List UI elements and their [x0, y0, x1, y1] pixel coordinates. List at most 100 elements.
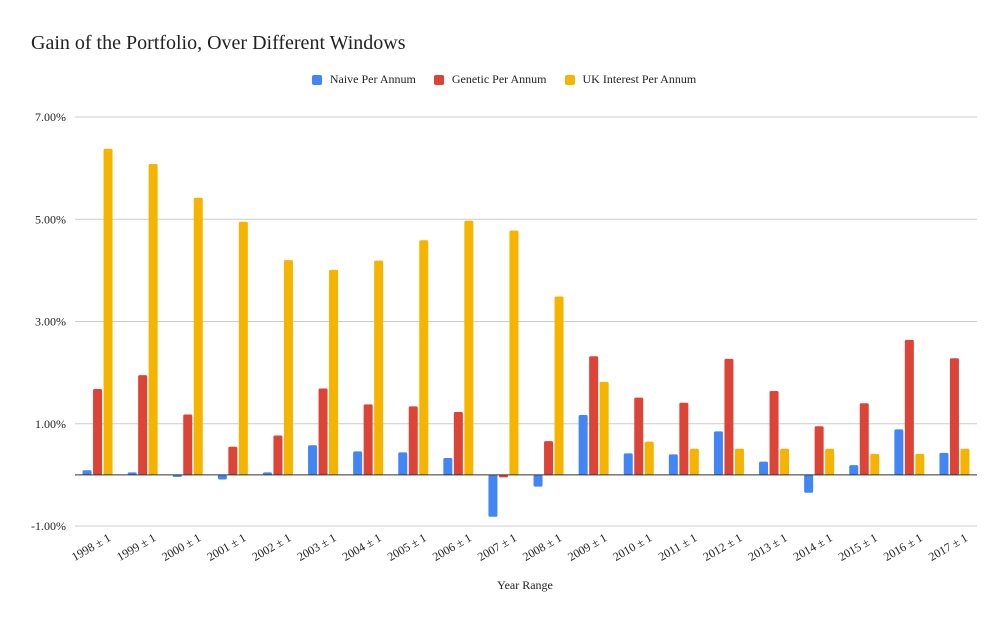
- bar-naive-per-annum[interactable]: [217, 474, 227, 480]
- bar-genetic-per-annum[interactable]: [273, 435, 283, 475]
- bar-genetic-per-annum[interactable]: [183, 414, 193, 475]
- legend-label-uk-interest: UK Interest Per Annum: [582, 72, 697, 86]
- legend-swatch-naive: [311, 74, 322, 85]
- bar-genetic-per-annum[interactable]: [724, 358, 734, 475]
- bar-genetic-per-annum[interactable]: [363, 404, 373, 475]
- bar-uk-interest-per-annum[interactable]: [509, 230, 519, 475]
- legend-label-naive: Naive Per Annum: [329, 72, 416, 86]
- gridlines: [75, 116, 977, 527]
- x-tick-label: 2014 ± 1: [791, 530, 835, 563]
- x-tick-label: 2010 ± 1: [610, 530, 654, 563]
- bar-uk-interest-per-annum[interactable]: [419, 240, 429, 475]
- bar-naive-per-annum[interactable]: [308, 445, 318, 475]
- bar-naive-per-annum[interactable]: [759, 461, 769, 475]
- bar-naive-per-annum[interactable]: [533, 474, 543, 487]
- bar-naive-per-annum[interactable]: [849, 465, 859, 475]
- y-tick-label: 5.00%: [35, 212, 66, 226]
- legend-label-genetic: Genetic Per Annum: [451, 72, 547, 86]
- bar-naive-per-annum[interactable]: [262, 472, 272, 475]
- chart-title: Gain of the Portfolio, Over Different Wi…: [31, 32, 406, 54]
- bar-genetic-per-annum[interactable]: [498, 474, 508, 478]
- x-tick-label: 2009 ± 1: [565, 530, 609, 563]
- bar-genetic-per-annum[interactable]: [228, 446, 238, 475]
- y-tick-label: 1.00%: [35, 417, 66, 431]
- bar-naive-per-annum[interactable]: [939, 452, 949, 475]
- x-tick-label: 2011 ± 1: [656, 530, 699, 563]
- bar-naive-per-annum[interactable]: [443, 458, 453, 475]
- x-tick-label: 2007 ± 1: [475, 530, 519, 563]
- x-tick-label: 2008 ± 1: [520, 530, 564, 563]
- x-tick-label: 2017 ± 1: [926, 530, 970, 563]
- bar-uk-interest-per-annum[interactable]: [103, 148, 113, 475]
- x-tick-label: 2006 ± 1: [430, 530, 474, 563]
- bar-genetic-per-annum[interactable]: [769, 391, 779, 475]
- bar-uk-interest-per-annum[interactable]: [960, 448, 970, 475]
- bar-uk-interest-per-annum[interactable]: [283, 260, 293, 475]
- x-tick-label: 2000 ± 1: [159, 530, 203, 563]
- x-tick-label: 2012 ± 1: [701, 530, 745, 563]
- bar-naive-per-annum[interactable]: [353, 451, 363, 475]
- x-tick-label: 1998 ± 1: [69, 530, 113, 563]
- bar-uk-interest-per-annum[interactable]: [599, 381, 609, 475]
- bar-naive-per-annum[interactable]: [172, 474, 182, 477]
- bar-genetic-per-annum[interactable]: [138, 375, 148, 475]
- legend-item-uk-interest[interactable]: UK Interest Per Annum: [564, 72, 697, 87]
- bar-uk-interest-per-annum[interactable]: [870, 453, 880, 475]
- bar-genetic-per-annum[interactable]: [904, 339, 914, 475]
- bar-naive-per-annum[interactable]: [82, 470, 92, 475]
- bar-naive-per-annum[interactable]: [127, 472, 137, 475]
- x-tick-label: 2005 ± 1: [385, 530, 429, 563]
- bar-genetic-per-annum[interactable]: [634, 397, 644, 475]
- x-tick-label: 2001 ± 1: [204, 530, 248, 563]
- bar-uk-interest-per-annum[interactable]: [148, 164, 158, 475]
- bar-naive-per-annum[interactable]: [398, 452, 408, 475]
- x-tick-label: 2013 ± 1: [746, 530, 790, 563]
- bar-uk-interest-per-annum[interactable]: [825, 448, 835, 475]
- bar-uk-interest-per-annum[interactable]: [644, 441, 654, 475]
- legend-swatch-genetic: [433, 74, 444, 85]
- bar-naive-per-annum[interactable]: [668, 454, 678, 475]
- bar-genetic-per-annum[interactable]: [679, 402, 689, 475]
- bar-uk-interest-per-annum[interactable]: [780, 448, 790, 475]
- bar-genetic-per-annum[interactable]: [814, 426, 824, 475]
- bar-uk-interest-per-annum[interactable]: [915, 453, 925, 475]
- bar-naive-per-annum[interactable]: [623, 453, 633, 475]
- bars: [82, 148, 970, 517]
- bar-naive-per-annum[interactable]: [713, 431, 723, 475]
- bar-uk-interest-per-annum[interactable]: [374, 260, 384, 475]
- bar-naive-per-annum[interactable]: [488, 474, 498, 517]
- x-tick-label: 2015 ± 1: [836, 530, 880, 563]
- bar-naive-per-annum[interactable]: [894, 429, 904, 475]
- x-tick-label: 2002 ± 1: [250, 530, 294, 563]
- bar-genetic-per-annum[interactable]: [318, 388, 328, 475]
- y-tick-label: 3.00%: [35, 315, 66, 329]
- bar-naive-per-annum[interactable]: [804, 474, 814, 493]
- y-axis-ticks: -1.00% 1.00% 3.00% 5.00% 7.00%: [31, 110, 66, 533]
- bar-genetic-per-annum[interactable]: [949, 358, 959, 475]
- x-tick-label: 2004 ± 1: [340, 530, 384, 563]
- bar-genetic-per-annum[interactable]: [453, 411, 463, 475]
- bar-genetic-per-annum[interactable]: [589, 356, 599, 475]
- x-axis-ticks: 1998 ± 1 1999 ± 1 2000 ± 1 2001 ± 1 2002 ± 1…: [69, 530, 970, 563]
- bar-uk-interest-per-annum[interactable]: [329, 269, 339, 475]
- bar-naive-per-annum[interactable]: [578, 415, 588, 475]
- bar-genetic-per-annum[interactable]: [93, 388, 103, 475]
- bar-uk-interest-per-annum[interactable]: [689, 448, 699, 475]
- bar-uk-interest-per-annum[interactable]: [193, 197, 203, 475]
- x-tick-label: 2016 ± 1: [881, 530, 925, 563]
- x-tick-label: 2003 ± 1: [295, 530, 339, 563]
- bar-uk-interest-per-annum[interactable]: [734, 448, 744, 475]
- legend-item-genetic[interactable]: Genetic Per Annum: [433, 72, 547, 87]
- y-tick-label: 7.00%: [35, 110, 66, 124]
- legend-swatch-uk-interest: [564, 74, 575, 85]
- bar-uk-interest-per-annum[interactable]: [238, 221, 248, 475]
- legend-item-naive[interactable]: Naive Per Annum: [311, 72, 416, 87]
- y-tick-label: -1.00%: [31, 519, 66, 533]
- x-tick-label: 1999 ± 1: [114, 530, 158, 563]
- bar-genetic-per-annum[interactable]: [544, 441, 554, 475]
- bar-genetic-per-annum[interactable]: [408, 406, 418, 475]
- bar-uk-interest-per-annum[interactable]: [554, 296, 564, 475]
- bar-genetic-per-annum[interactable]: [859, 403, 869, 475]
- bar-uk-interest-per-annum[interactable]: [464, 220, 474, 475]
